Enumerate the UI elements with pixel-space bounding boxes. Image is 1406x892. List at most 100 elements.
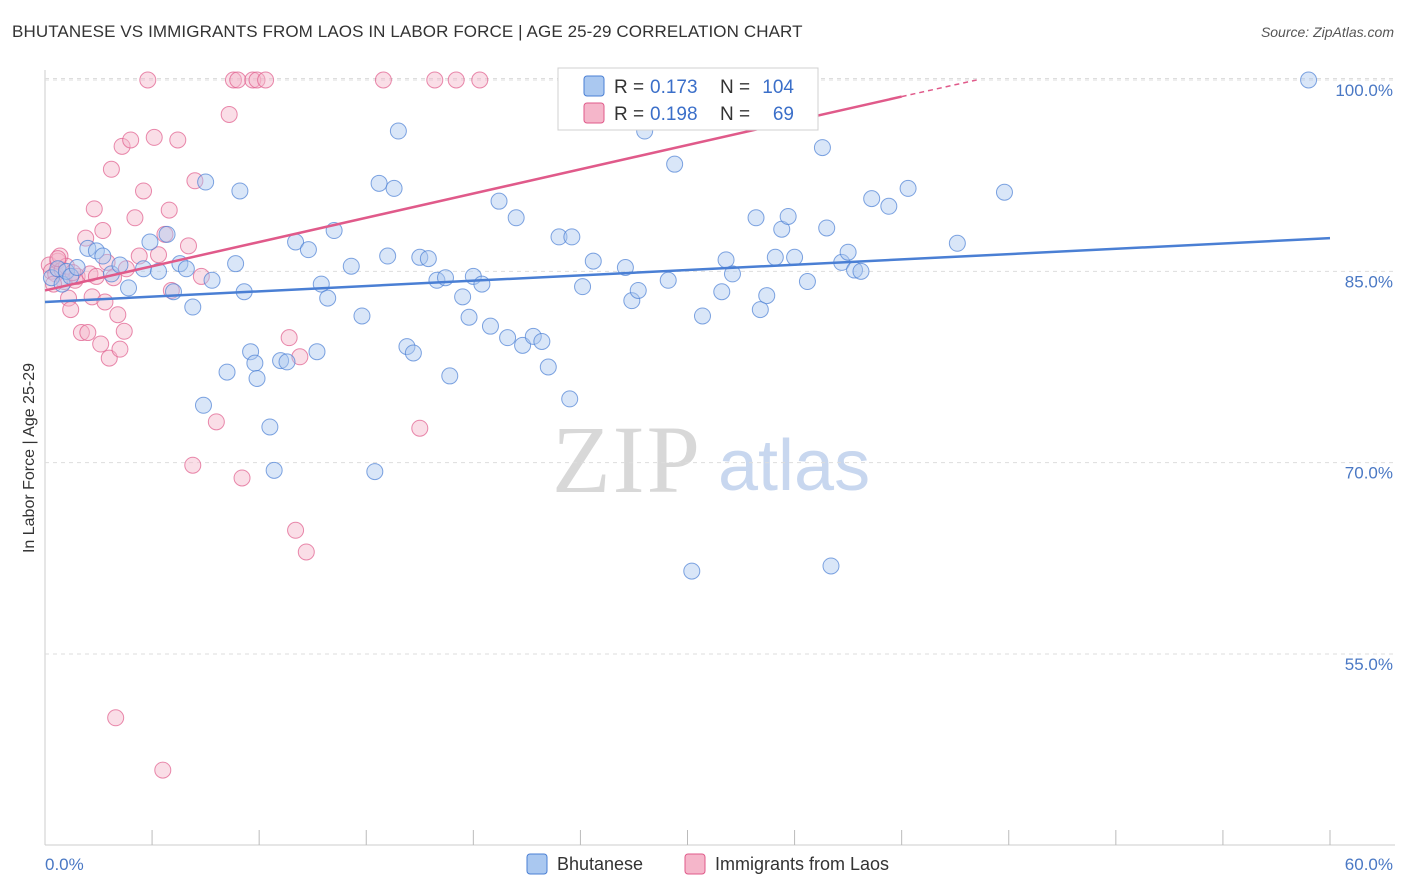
- bhutanese-point: [203, 271, 221, 289]
- laos-point: [192, 267, 210, 285]
- bhutanese-point: [389, 122, 407, 140]
- bottom-legend-swatch-bhutanese: [526, 853, 548, 875]
- laos-point: [150, 246, 168, 264]
- bhutanese-point: [747, 209, 765, 227]
- laos-point: [169, 131, 187, 149]
- bhutanese-point: [184, 298, 202, 316]
- inset-legend: R = 0.173 N = 104 R = 0.198 N = 69: [557, 67, 819, 131]
- laos-point: [113, 137, 131, 155]
- legend-r-value-bhutanese: 0.173: [650, 77, 698, 98]
- laos-point: [145, 128, 163, 146]
- laos-point: [72, 324, 90, 342]
- bhutanese-point: [194, 396, 212, 414]
- bhutanese-point: [158, 225, 176, 243]
- bhutanese-point: [629, 281, 647, 299]
- bhutanese-point: [242, 343, 260, 361]
- bhutanese-point: [111, 256, 129, 274]
- laos-point: [122, 131, 140, 149]
- bhutanese-point: [227, 255, 245, 273]
- laos-point: [287, 521, 305, 539]
- bottom-legend-laos: Immigrants from Laos: [715, 854, 889, 874]
- bhutanese-point: [563, 228, 581, 246]
- bhutanese-point: [779, 207, 797, 225]
- bhutanese-point: [218, 363, 236, 381]
- bhutanese-point: [120, 279, 138, 297]
- bhutanese-point: [524, 327, 542, 345]
- bhutanese-point: [246, 354, 264, 372]
- legend-r-label-laos: R =: [614, 104, 644, 125]
- laos-point: [135, 182, 153, 200]
- bhutanese-point: [165, 283, 182, 301]
- bhutanese-point: [419, 250, 437, 268]
- x-tick-label-max: 60.0%: [1345, 855, 1393, 874]
- laos-point: [111, 340, 129, 358]
- trend-line-laos-extension: [901, 79, 977, 98]
- laos-point: [447, 71, 465, 89]
- bhutanese-point: [839, 243, 857, 261]
- bhutanese-point: [197, 173, 215, 191]
- bhutanese-point: [995, 183, 1013, 201]
- laos-point: [244, 71, 262, 89]
- bhutanese-point: [623, 292, 641, 310]
- bhutanese-point: [852, 262, 870, 280]
- bhutanese-point: [1300, 71, 1318, 89]
- bhutanese-point: [533, 332, 551, 350]
- bhutanese-point: [499, 329, 517, 347]
- bottom-legend: Bhutanese Immigrants from Laos: [526, 853, 889, 875]
- laos-point: [139, 71, 157, 89]
- laos-point: [291, 348, 309, 366]
- y-tick-label: 85.0%: [1345, 272, 1393, 291]
- bhutanese-point: [818, 219, 836, 237]
- bhutanese-point: [94, 247, 112, 265]
- laos-point: [426, 71, 444, 89]
- laos-point: [79, 324, 97, 342]
- laos-point: [102, 160, 120, 178]
- legend-n-label-bhutanese: N =: [720, 77, 750, 98]
- bhutanese-point: [272, 352, 290, 370]
- laos-point: [280, 329, 298, 347]
- x-tick-label-min: 0.0%: [45, 855, 84, 874]
- bhutanese-point: [813, 139, 831, 157]
- watermark: ZIP atlas: [552, 406, 870, 513]
- bhutanese-point: [766, 248, 784, 266]
- bhutanese-point: [507, 209, 525, 227]
- legend-swatch-bhutanese: [583, 75, 605, 97]
- laos-point: [257, 71, 275, 89]
- bhutanese-point: [379, 247, 397, 265]
- y-tick-label: 100.0%: [1335, 81, 1393, 100]
- laos-point: [233, 469, 251, 487]
- laos-point: [109, 306, 127, 324]
- bhutanese-point: [460, 308, 478, 326]
- bhutanese-point: [385, 179, 403, 197]
- bhutanese-point: [150, 262, 168, 280]
- bhutanese-point: [473, 275, 491, 293]
- laos-point: [154, 761, 172, 779]
- bhutanese-point: [786, 248, 804, 266]
- y-tick-label: 70.0%: [1345, 464, 1393, 483]
- y-tick-labels: 55.0% 70.0% 85.0% 100.0%: [1335, 81, 1393, 674]
- laos-point: [248, 71, 266, 89]
- laos-point: [224, 71, 242, 89]
- y-axis-label: In Labor Force | Age 25-29: [21, 363, 38, 553]
- bhutanese-point: [948, 234, 966, 252]
- laos-point: [49, 250, 67, 268]
- laos-point: [130, 247, 148, 265]
- bhutanese-point: [370, 174, 388, 192]
- laos-point: [92, 335, 110, 353]
- bhutanese-point: [481, 317, 499, 335]
- laos-point: [94, 222, 112, 240]
- bhutanese-point: [584, 252, 602, 270]
- laos-point: [411, 419, 429, 437]
- legend-r-value-laos: 0.198: [650, 104, 698, 125]
- chart-title: BHUTANESE VS IMMIGRANTS FROM LAOS IN LAB…: [12, 22, 803, 41]
- laos-point: [62, 301, 80, 319]
- laos-point: [374, 71, 392, 89]
- bhutanese-point: [798, 273, 816, 291]
- laos-point: [96, 293, 114, 311]
- laos-point: [207, 413, 225, 431]
- x-ticks: [151, 830, 1331, 845]
- bhutanese-point: [411, 248, 429, 266]
- laos-point: [186, 172, 204, 190]
- bhutanese-point: [693, 307, 711, 325]
